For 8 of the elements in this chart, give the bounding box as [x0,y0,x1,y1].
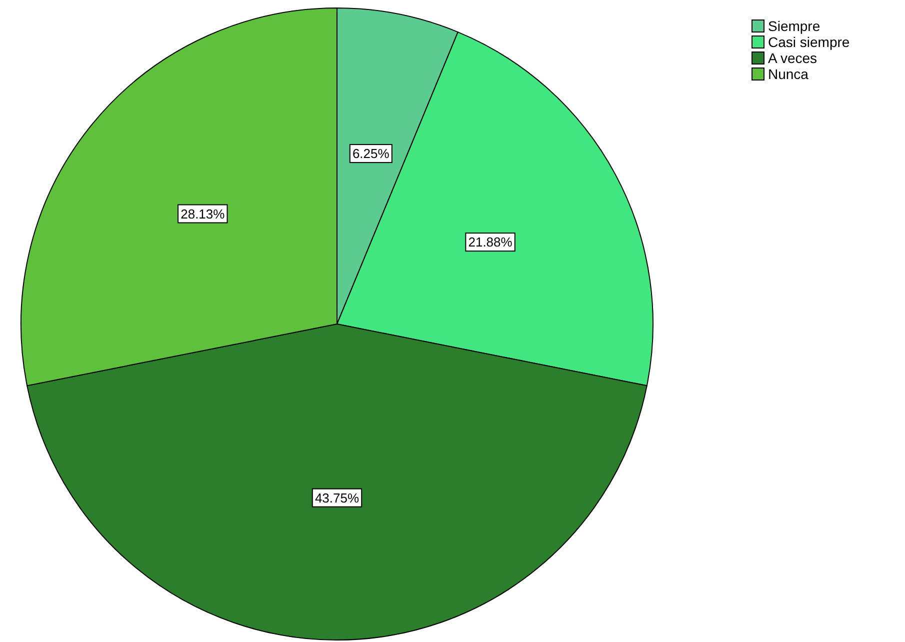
legend-label: Nunca [768,66,809,82]
legend-label: Siempre [768,18,820,34]
legend-label: Casi siempre [768,34,850,50]
data-label: 6.25% [352,146,390,162]
legend-label: A veces [768,50,818,66]
data-label: 28.13% [180,206,226,222]
data-label: 43.75% [314,490,360,506]
data-label: 21.88% [468,234,513,250]
